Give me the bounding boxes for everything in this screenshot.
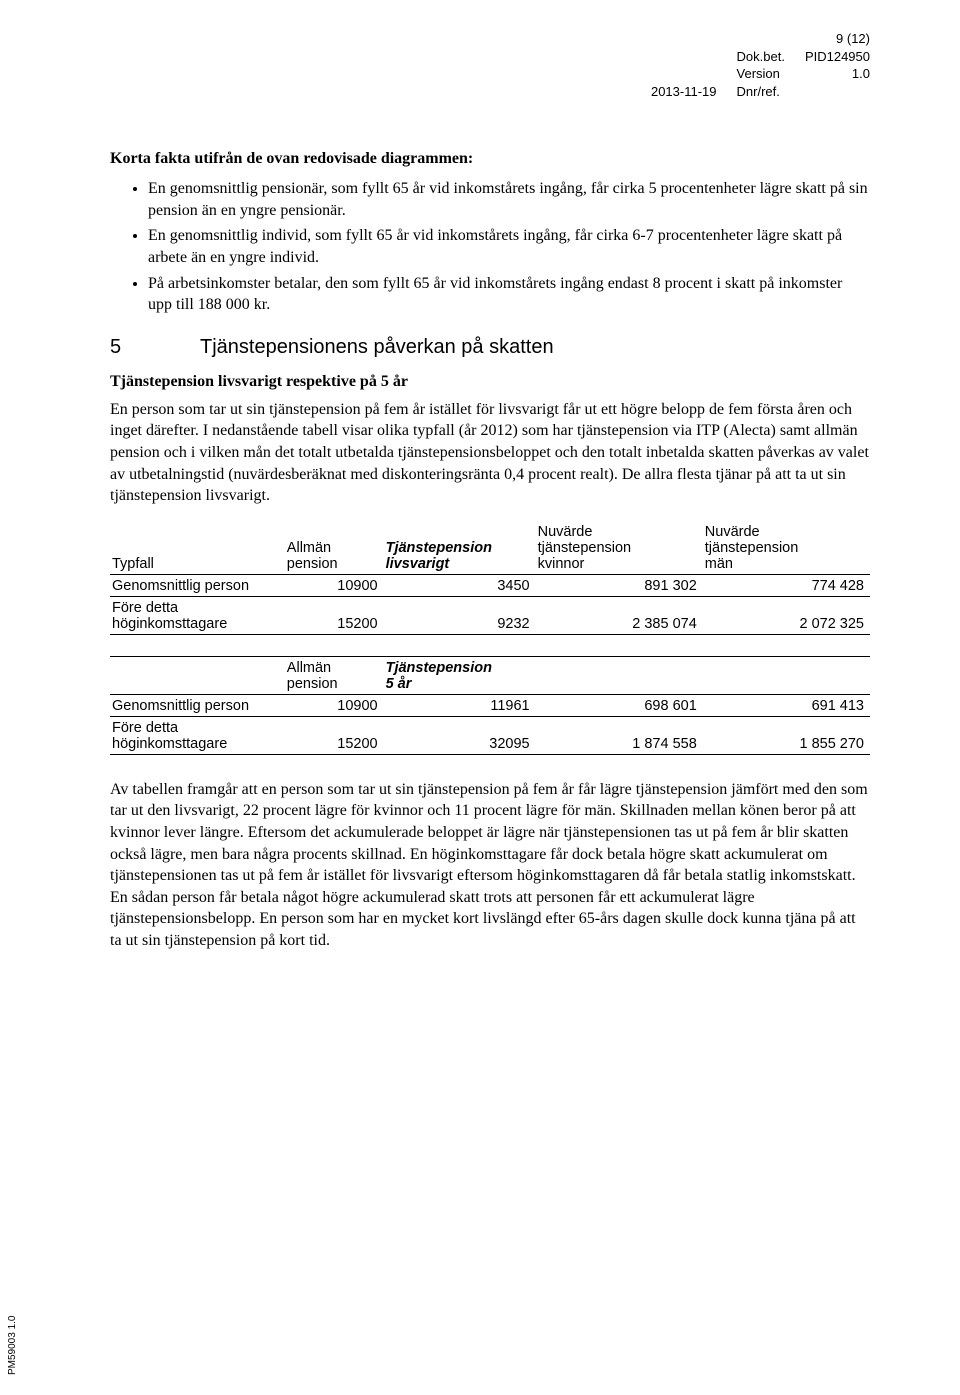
header-version-value: 1.0 bbox=[805, 65, 870, 83]
section-number: 5 bbox=[110, 336, 200, 359]
paragraph-1: En person som tar ut sin tjänstepension … bbox=[110, 399, 870, 507]
cell-m: 1 855 270 bbox=[703, 716, 870, 754]
page: 2013-11-19 Dok.bet. Version Dnr/ref. 9 (… bbox=[0, 0, 960, 1395]
cell-allman: 10900 bbox=[285, 694, 384, 716]
cell-allman: 15200 bbox=[285, 716, 384, 754]
section-heading: 5 Tjänstepensionens påverkan på skatten bbox=[110, 336, 870, 359]
facts-bullet-list: En genomsnittlig pensionär, som fyllt 65… bbox=[110, 178, 870, 316]
list-item: En genomsnittlig individ, som fyllt 65 å… bbox=[148, 225, 870, 268]
cell-m: 691 413 bbox=[703, 694, 870, 716]
col-allman-2: Allmän pension bbox=[285, 656, 384, 694]
cell-label: Genomsnittlig person bbox=[110, 574, 285, 596]
facts-heading: Korta fakta utifrån de ovan redovisade d… bbox=[110, 150, 870, 168]
cell-m: 774 428 bbox=[703, 574, 870, 596]
col-tp-livsvarigt: Tjänstepension livsvarigt bbox=[384, 521, 536, 575]
section-title: Tjänstepensionens påverkan på skatten bbox=[200, 336, 554, 359]
cell-tp: 9232 bbox=[384, 596, 536, 634]
header-labels-col: Dok.bet. Version Dnr/ref. bbox=[737, 30, 785, 100]
subsection-heading: Tjänstepension livsvarigt respektive på … bbox=[110, 373, 870, 391]
header-label-dnrref: Dnr/ref. bbox=[737, 83, 785, 101]
table-row: Före detta höginkomsttagare 15200 32095 … bbox=[110, 716, 870, 754]
cell-allman: 15200 bbox=[285, 596, 384, 634]
header-label-version: Version bbox=[737, 65, 785, 83]
cell-label: Före detta höginkomsttagare bbox=[110, 716, 285, 754]
col-nuv-man: Nuvärde tjänstepension män bbox=[703, 521, 870, 575]
footer-doc-id: PM59003 1.0 bbox=[7, 1316, 18, 1376]
list-item: På arbetsinkomster betalar, den som fyll… bbox=[148, 273, 870, 316]
table-subheader-row: Allmän pension Tjänstepension 5 år bbox=[110, 656, 870, 694]
table-spacer-row bbox=[110, 634, 870, 656]
cell-m: 2 072 325 bbox=[703, 596, 870, 634]
pension-table: Typfall Allmän pension Tjänstepension li… bbox=[110, 521, 870, 755]
header-date-col: 2013-11-19 bbox=[651, 30, 717, 100]
cell-label: Genomsnittlig person bbox=[110, 694, 285, 716]
cell-label: Före detta höginkomsttagare bbox=[110, 596, 285, 634]
doc-header: 2013-11-19 Dok.bet. Version Dnr/ref. 9 (… bbox=[110, 30, 870, 100]
header-values-col: 9 (12) PID124950 1.0 bbox=[805, 30, 870, 100]
col-tp-5ar: Tjänstepension 5 år bbox=[384, 656, 536, 694]
col-allman: Allmän pension bbox=[285, 521, 384, 575]
page-number: 9 (12) bbox=[805, 30, 870, 48]
header-grid: 2013-11-19 Dok.bet. Version Dnr/ref. 9 (… bbox=[651, 30, 870, 100]
cell-k: 1 874 558 bbox=[536, 716, 703, 754]
header-date: 2013-11-19 bbox=[651, 83, 717, 101]
cell-tp: 32095 bbox=[384, 716, 536, 754]
paragraph-2: Av tabellen framgår att en person som ta… bbox=[110, 779, 870, 952]
col-typfall: Typfall bbox=[110, 521, 285, 575]
cell-k: 2 385 074 bbox=[536, 596, 703, 634]
cell-tp: 11961 bbox=[384, 694, 536, 716]
table-row: Genomsnittlig person 10900 11961 698 601… bbox=[110, 694, 870, 716]
cell-tp: 3450 bbox=[384, 574, 536, 596]
header-label-dokbet: Dok.bet. bbox=[737, 48, 785, 66]
cell-k: 698 601 bbox=[536, 694, 703, 716]
header-pid: PID124950 bbox=[805, 48, 870, 66]
list-item: En genomsnittlig pensionär, som fyllt 65… bbox=[148, 178, 870, 221]
table-header-row: Typfall Allmän pension Tjänstepension li… bbox=[110, 521, 870, 575]
col-nuv-kvinnor: Nuvärde tjänstepension kvinnor bbox=[536, 521, 703, 575]
cell-k: 891 302 bbox=[536, 574, 703, 596]
table-row: Genomsnittlig person 10900 3450 891 302 … bbox=[110, 574, 870, 596]
table-row: Före detta höginkomsttagare 15200 9232 2… bbox=[110, 596, 870, 634]
cell-allman: 10900 bbox=[285, 574, 384, 596]
